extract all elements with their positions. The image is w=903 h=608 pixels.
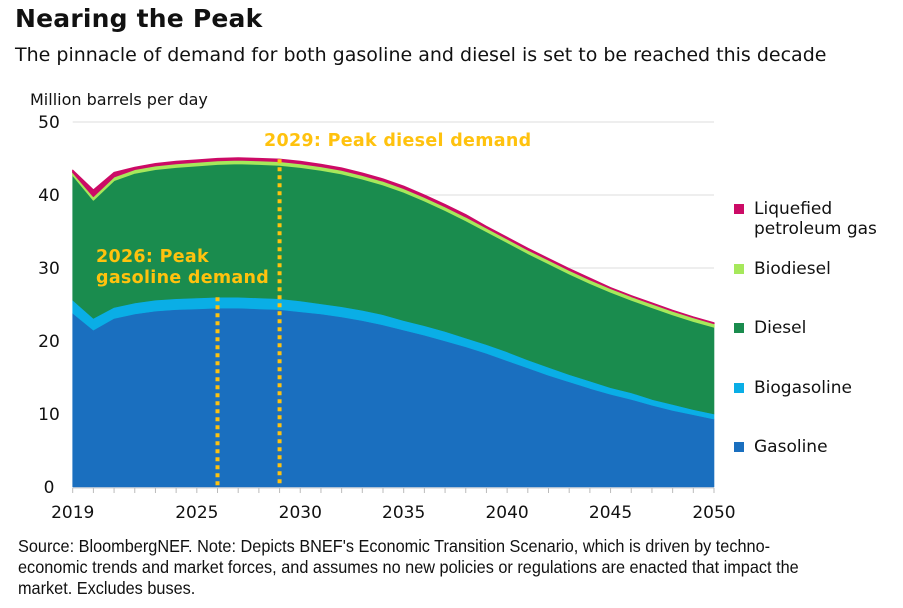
legend-label-biogasoline: Biogasoline [754,378,852,398]
y-tick-label-30: 30 [38,259,60,279]
x-tick-label-2040: 2040 [485,503,528,523]
x-tick-label-2045: 2045 [589,503,632,523]
legend-label-lpg: Liquefied petroleum gas [754,199,877,239]
y-tick-label-0: 0 [44,478,55,498]
legend-item-diesel: Diesel [734,318,806,338]
legend-swatch-biodiesel [734,264,744,274]
legend-swatch-biogasoline [734,383,744,393]
annotation-peak-gasoline-line1: 2026: Peak [96,247,209,267]
legend-item-biogasoline: Biogasoline [734,378,852,398]
x-tick-label-2019: 2019 [51,503,94,523]
x-tick-label-2025: 2025 [175,503,218,523]
annotation-peak-gasoline: 2026: Peak gasoline demand [96,247,269,289]
legend-item-gasoline: Gasoline [734,437,828,457]
x-tick-label-2050: 2050 [692,503,735,523]
y-axis-label: Million barrels per day [30,90,208,109]
y-tick-label-20: 20 [38,332,60,352]
x-tick-label-2035: 2035 [382,503,425,523]
area-liquefied-petroleum-gas [72,157,715,325]
area-series [72,157,715,488]
y-tick-label-40: 40 [38,186,60,206]
legend-label-lpg-line2: petroleum gas [754,219,877,239]
annotation-peak-gasoline-line2: gasoline demand [96,268,270,288]
legend-item-biodiesel: Biodiesel [734,259,831,279]
source-note: Source: BloombergNEF. Note: Depicts BNEF… [18,536,799,598]
annotation-peak-diesel: 2029: Peak diesel demand [264,131,532,151]
legend-label-lpg-line1: Liquefied [754,199,833,219]
y-tick-label-50: 50 [38,113,60,133]
legend-swatch-diesel [734,323,744,333]
chart-subtitle: The pinnacle of demand for both gasoline… [15,44,827,66]
x-tick-label-2030: 2030 [279,503,322,523]
legend-swatch-gasoline [734,442,744,452]
legend-label-gasoline: Gasoline [754,437,828,457]
legend-swatch-lpg [734,204,744,214]
legend-item-lpg: Liquefied petroleum gas [734,199,877,239]
y-tick-label-10: 10 [38,405,60,425]
legend-label-diesel: Diesel [754,318,807,338]
annotations [215,159,282,487]
legend-label-biodiesel: Biodiesel [754,259,831,279]
chart-title: Nearing the Peak [15,4,263,33]
